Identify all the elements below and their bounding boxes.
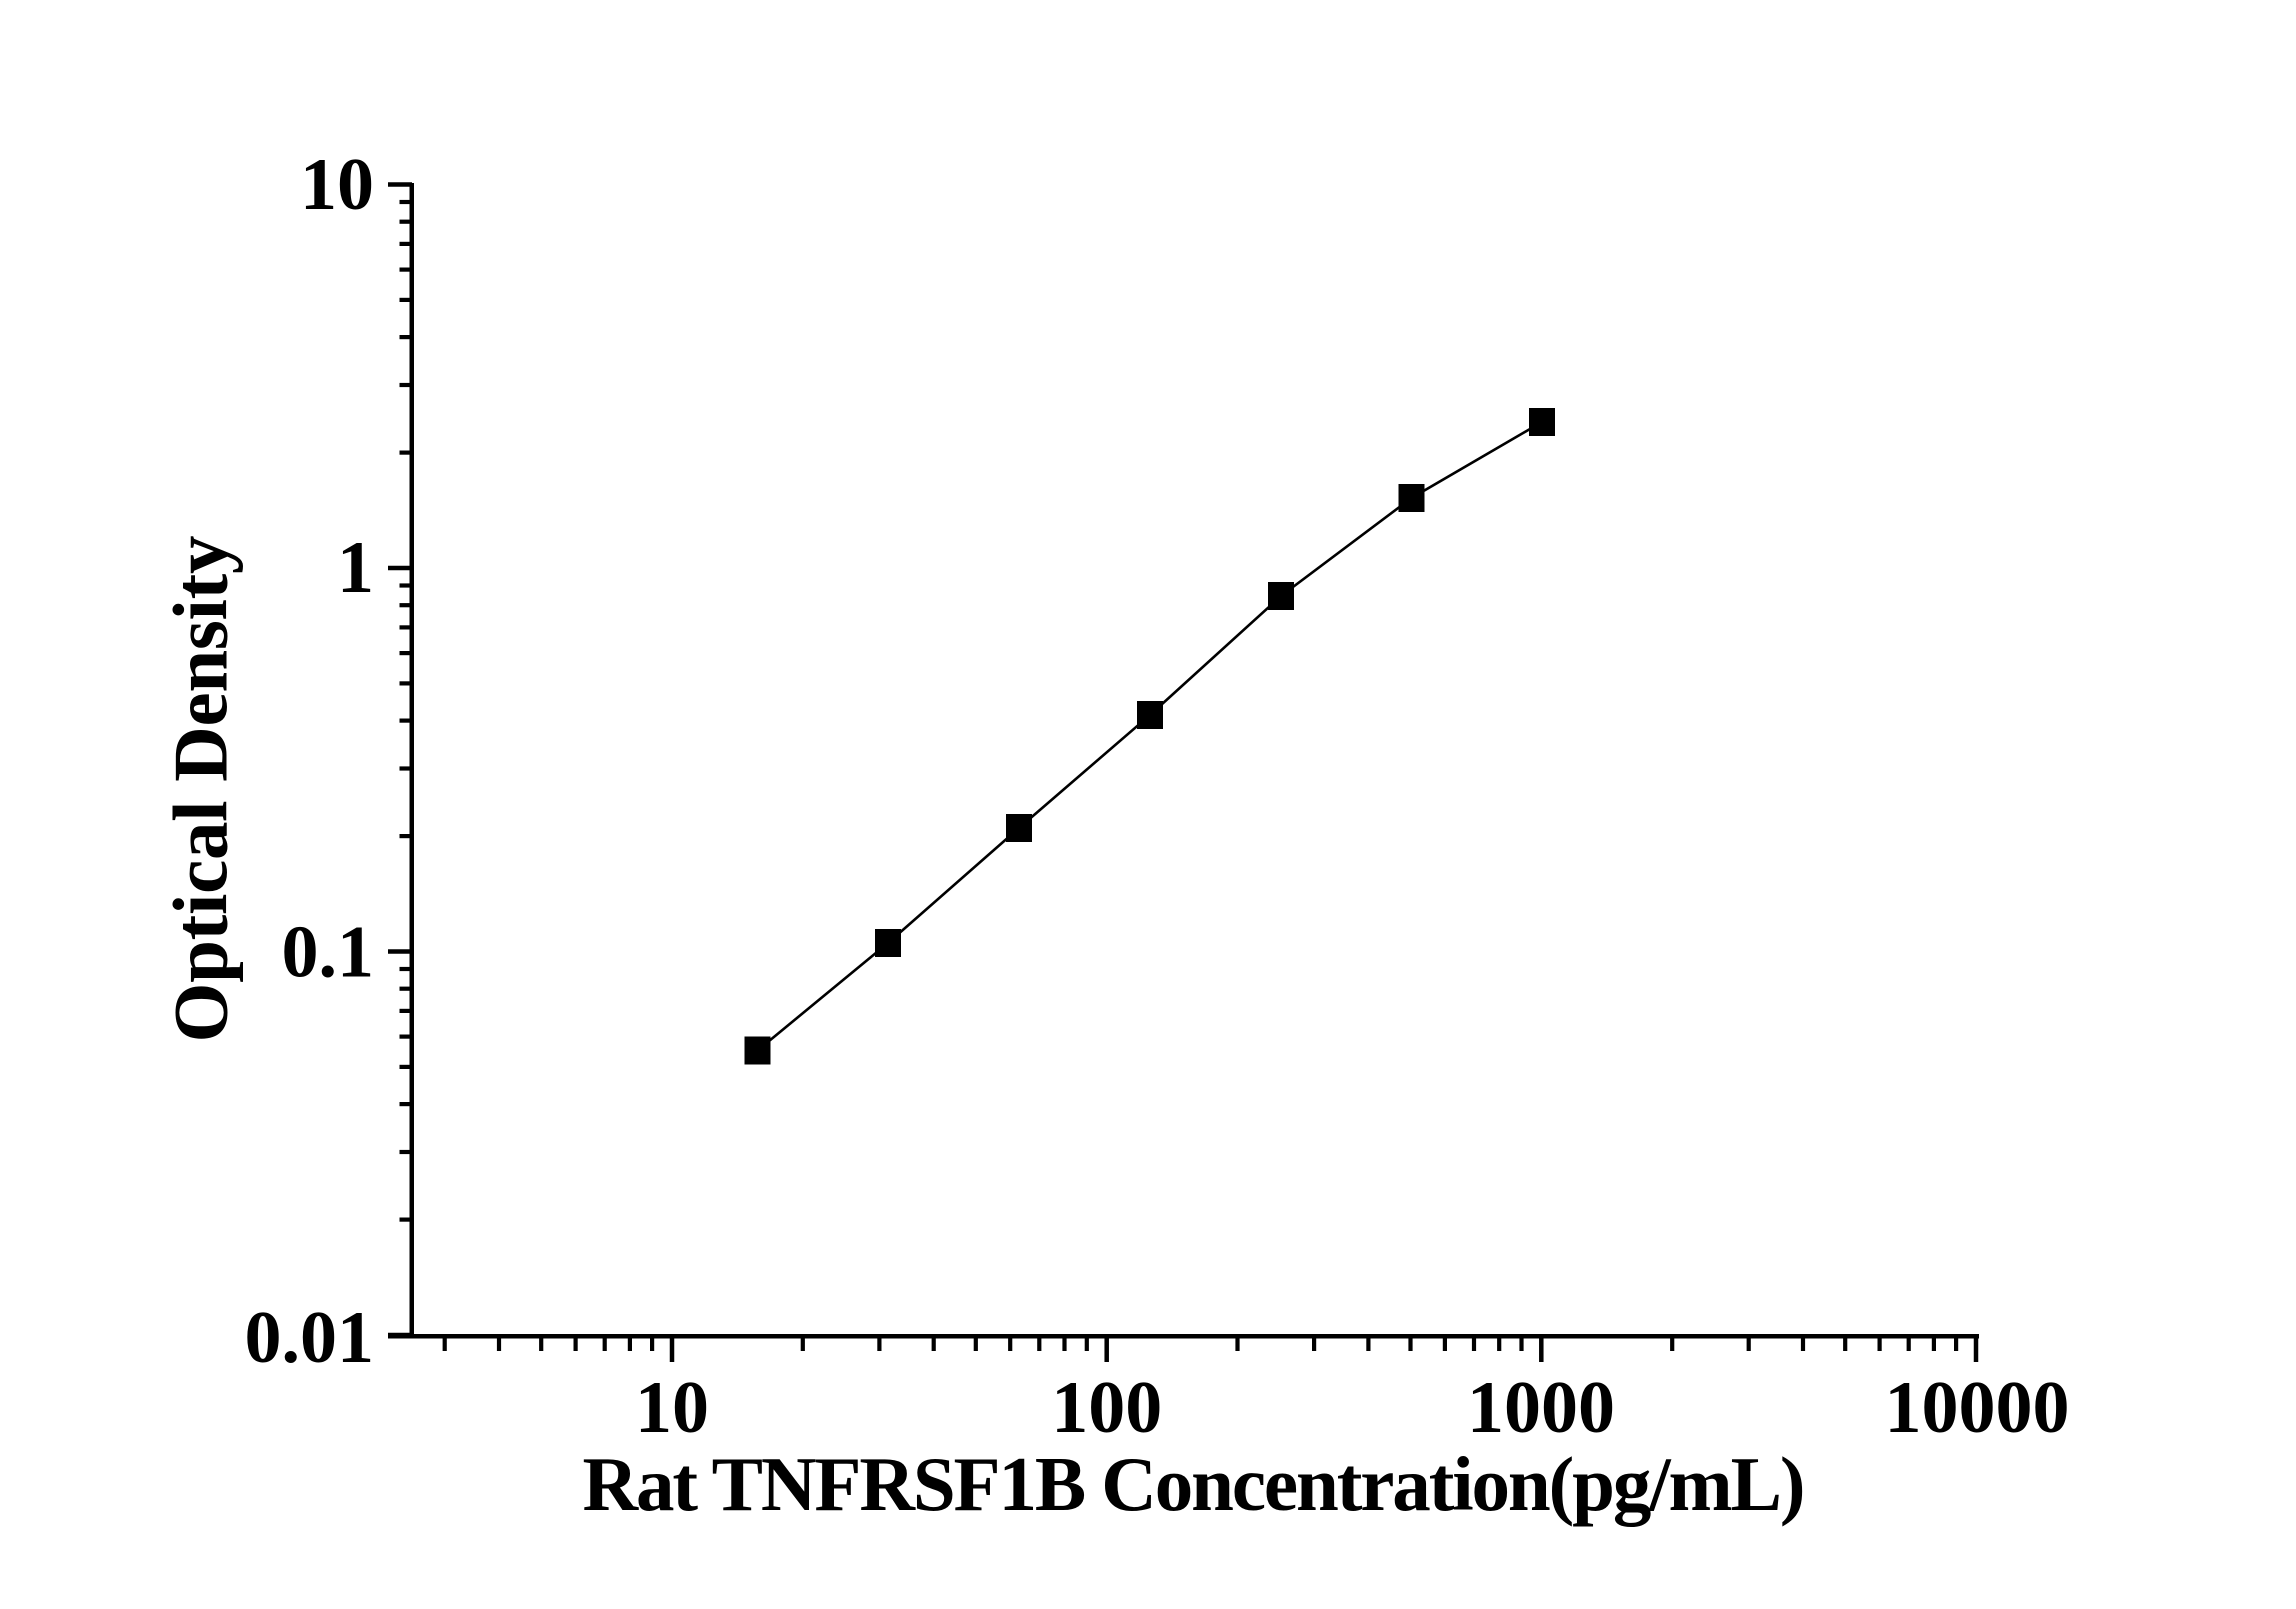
- svg-text:10000: 10000: [1885, 1367, 2070, 1449]
- svg-text:100: 100: [1051, 1367, 1162, 1449]
- svg-text:1000: 1000: [1467, 1367, 1615, 1449]
- svg-text:10: 10: [300, 144, 374, 226]
- svg-text:10: 10: [635, 1367, 709, 1449]
- svg-text:0.1: 0.1: [282, 912, 375, 994]
- svg-text:Optical Density: Optical Density: [158, 536, 244, 1043]
- svg-text:0.01: 0.01: [245, 1297, 375, 1379]
- svg-text:Rat TNFRSF1B Concentration(pg/: Rat TNFRSF1B Concentration(pg/mL): [583, 1441, 1806, 1527]
- svg-text:1: 1: [337, 527, 374, 609]
